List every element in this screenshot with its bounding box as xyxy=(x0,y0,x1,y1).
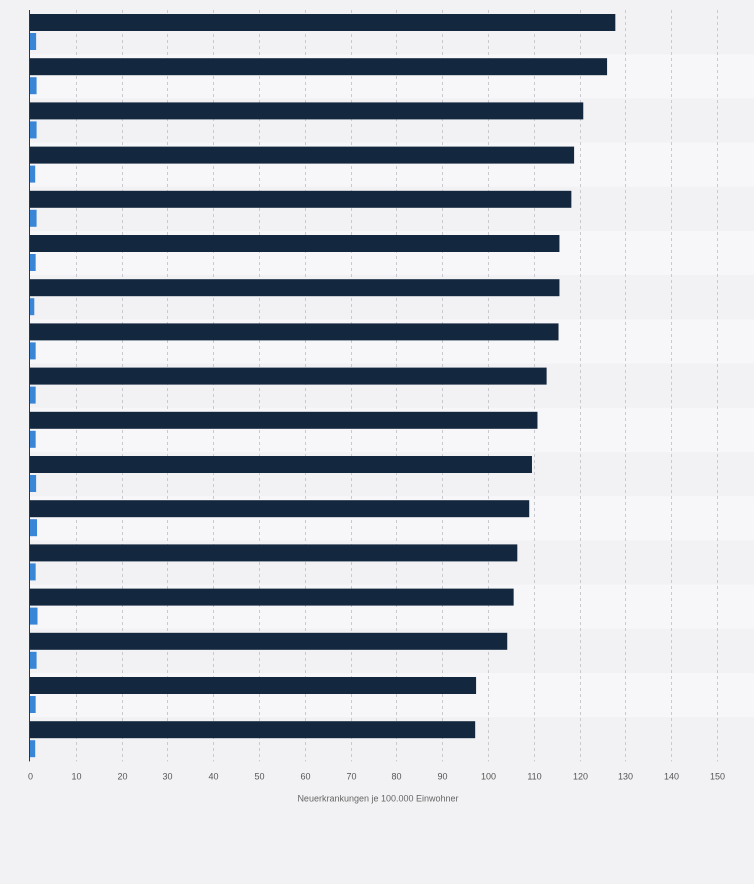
bar-series-2 xyxy=(30,121,37,139)
x-axis-label: Neuerkrankungen je 100.000 Einwohner xyxy=(297,793,458,803)
x-tick-label: 10 xyxy=(71,771,81,781)
row-stripes xyxy=(30,10,754,762)
x-tick-label: 90 xyxy=(437,771,447,781)
bar-series-1 xyxy=(30,544,518,562)
bar-series-2 xyxy=(30,254,36,271)
bar-series-1 xyxy=(30,14,616,31)
bar-series-2 xyxy=(30,475,37,492)
bar-series-1 xyxy=(30,190,572,208)
x-tick-label: 80 xyxy=(391,771,401,781)
bar-series-1 xyxy=(30,102,584,120)
x-tick-label: 130 xyxy=(618,771,633,781)
x-axis-ticks: 0 10 20 30 40 50 60 70 80 90 100 110 120 130 140 150 xyxy=(28,771,725,781)
x-tick-label: 0 xyxy=(28,771,33,781)
bar-series-2 xyxy=(30,209,37,227)
bar-series-2 xyxy=(30,563,36,581)
bar-series-1 xyxy=(30,367,547,385)
bar-series-1 xyxy=(30,677,477,694)
bar-series-1 xyxy=(30,58,608,76)
bar-series-2 xyxy=(30,386,36,404)
bar-series-2 xyxy=(30,342,36,360)
bars xyxy=(30,14,616,758)
x-tick-label: 120 xyxy=(573,771,588,781)
bar-series-2 xyxy=(30,298,35,316)
bar-series-1 xyxy=(30,146,575,164)
bar-series-1 xyxy=(30,279,560,297)
x-tick-label: 100 xyxy=(481,771,496,781)
bar-series-2 xyxy=(30,740,36,758)
x-tick-label: 50 xyxy=(254,771,264,781)
x-tick-label: 150 xyxy=(710,771,725,781)
bar-series-2 xyxy=(30,33,37,50)
bar-series-1 xyxy=(30,411,538,429)
x-tick-label: 40 xyxy=(208,771,218,781)
bar-series-2 xyxy=(30,651,37,669)
bar-series-2 xyxy=(30,607,38,625)
x-tick-label: 30 xyxy=(162,771,172,781)
x-tick-label: 70 xyxy=(346,771,356,781)
bar-series-1 xyxy=(30,632,508,650)
bar-series-2 xyxy=(30,430,36,448)
bar-series-1 xyxy=(30,323,559,341)
x-tick-label: 20 xyxy=(117,771,127,781)
bar-series-1 xyxy=(30,500,530,518)
bar-series-2 xyxy=(30,77,37,95)
bar-series-2 xyxy=(30,519,38,537)
bar-series-2 xyxy=(30,696,36,713)
bar-series-1 xyxy=(30,721,476,739)
bar-series-1 xyxy=(30,588,514,606)
x-tick-label: 140 xyxy=(664,771,679,781)
bar-series-1 xyxy=(30,456,532,473)
bar-series-1 xyxy=(30,235,560,252)
x-tick-label: 110 xyxy=(527,771,541,781)
x-tick-label: 60 xyxy=(300,771,310,781)
bar-series-2 xyxy=(30,165,36,183)
